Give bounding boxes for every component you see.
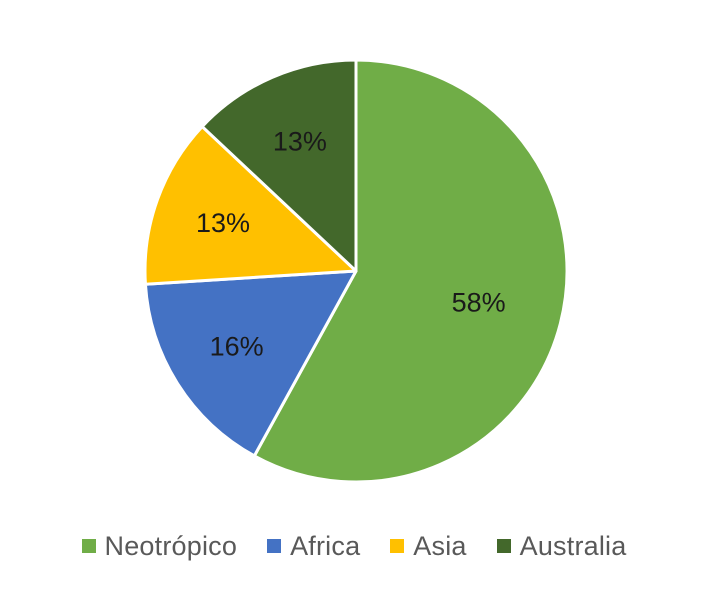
legend-label-africa: Africa (290, 530, 361, 561)
legend-label-neotropico: Neotrópico (104, 530, 238, 561)
legend-swatch-africa (267, 539, 282, 553)
pie-slice-australia (200, 58, 358, 273)
pie-slice-asia (143, 125, 358, 286)
legend-item-africa: Africa (267, 531, 360, 562)
data-label-africa: 16% (210, 332, 264, 362)
legend-swatch-australia (496, 539, 511, 553)
data-label-asia: 13% (196, 208, 250, 238)
chart-legend: Neotrópico Africa Asia Australia (0, 524, 708, 568)
data-label-australia: 13% (273, 126, 327, 156)
legend-item-neotropico: Neotrópico (81, 530, 238, 562)
legend-swatch-asia (390, 539, 405, 553)
legend-item-australia: Australia (496, 530, 627, 562)
pie-slice-neotropico (252, 58, 569, 484)
legend-label-australia: Australia (519, 530, 627, 561)
data-label-neotropico: 58% (452, 288, 506, 318)
pie-plot-area: 58% 16% 13% 13% (143, 58, 569, 484)
legend-item-asia: Asia (390, 531, 466, 562)
legend-label-asia: Asia (413, 530, 467, 561)
legend-swatch-neotropico (81, 539, 96, 553)
pie-slice-africa (143, 269, 358, 458)
